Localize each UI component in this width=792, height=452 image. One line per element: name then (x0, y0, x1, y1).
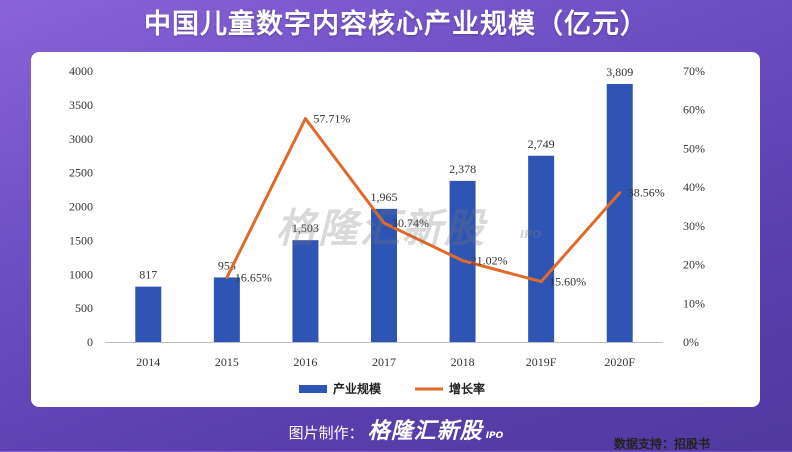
bar-value-label: 2,378 (449, 162, 476, 176)
combo-chart: 0 500 1000 1500 2000 2500 3000 3500 4000 0% 10% 20… (69, 64, 705, 396)
right-tick-label: 0% (683, 335, 699, 349)
footer-ipo: IPO (485, 431, 504, 441)
category-label: 2020F (604, 355, 635, 369)
right-tick-label: 70% (683, 64, 705, 78)
footer-brand: 格隆汇新股 (367, 419, 483, 444)
footer: 图片制作： 格隆汇新股 IPO (0, 416, 792, 448)
right-tick-label: 50% (683, 141, 705, 155)
left-tick-label: 2500 (69, 166, 93, 180)
left-tick-label: 500 (75, 301, 93, 315)
bar (528, 155, 555, 342)
bar (213, 277, 240, 342)
legend-label-line: 增长率 (449, 381, 485, 396)
growth-line (225, 117, 621, 284)
category-label: 2018 (451, 355, 475, 369)
bar-series (135, 83, 633, 342)
right-tick-label: 60% (683, 103, 705, 117)
watermark-ipo: IPO (520, 228, 542, 241)
bar (135, 286, 162, 342)
growth-point (382, 221, 386, 225)
line-data-labels: 16.65% 57.71% 30.74% 21.02% 15.60% 38.56% (235, 112, 665, 289)
bar (292, 240, 319, 342)
growth-point (303, 117, 307, 121)
left-tick-label: 0 (87, 335, 93, 349)
bar (371, 208, 397, 342)
category-label: 2015 (215, 355, 239, 369)
growth-value-label: 21.02% (471, 254, 508, 268)
category-label: 2017 (372, 355, 396, 369)
left-tick-label: 4000 (69, 64, 93, 78)
legend: 产业规模 增长率 (299, 381, 485, 396)
chart-panel: 0 500 1000 1500 2000 2500 3000 3500 4000 0% 10% 20… (31, 52, 760, 451)
bar (606, 83, 633, 342)
growth-value-label: 30.74% (392, 216, 429, 230)
line-series (225, 117, 622, 284)
growth-value-label: 38.56% (628, 186, 665, 200)
category-axis: 2014 2015 2016 2017 2018 2019F 2020F (136, 355, 635, 369)
bar-value-label: 2,749 (528, 137, 555, 151)
bar-value-label: 3,809 (606, 65, 633, 79)
left-tick-label: 1000 (69, 267, 93, 281)
left-tick-label: 2000 (69, 200, 93, 214)
left-axis: 0 500 1000 1500 2000 2500 3000 3500 4000 (69, 64, 663, 349)
legend-swatch-bar (299, 385, 327, 393)
growth-point (461, 259, 465, 263)
source-note: 数据支持：招股书 (613, 437, 710, 451)
watermark-logo: 格隆汇新股 (276, 206, 486, 252)
right-tick-label: 40% (683, 180, 705, 194)
left-tick-label: 3000 (69, 132, 93, 146)
right-tick-label: 30% (683, 219, 705, 233)
bar-value-label: 1,503 (292, 221, 319, 235)
growth-point (618, 191, 622, 195)
bar-value-label: 1,965 (371, 190, 398, 204)
footer-label: 图片制作： (288, 424, 364, 442)
growth-point (225, 276, 229, 280)
left-tick-label: 3500 (69, 98, 93, 112)
right-axis: 0% 10% 20% 30% 40% 50% 60% 70% (683, 64, 705, 349)
category-label: 2019F (526, 355, 557, 369)
growth-value-label: 16.65% (235, 271, 272, 285)
bar-value-label: 817 (139, 268, 157, 282)
category-label: 2014 (136, 355, 160, 369)
category-label: 2016 (293, 355, 317, 369)
growth-value-label: 57.71% (313, 112, 350, 126)
growth-point (539, 280, 543, 284)
right-tick-label: 20% (683, 258, 705, 272)
left-tick-label: 1500 (69, 233, 93, 247)
chart-title: 中国儿童数字内容核心产业规模（亿元） (144, 9, 648, 40)
growth-value-label: 15.60% (549, 275, 586, 289)
right-tick-label: 10% (683, 296, 705, 310)
legend-label-bar: 产业规模 (333, 381, 382, 396)
